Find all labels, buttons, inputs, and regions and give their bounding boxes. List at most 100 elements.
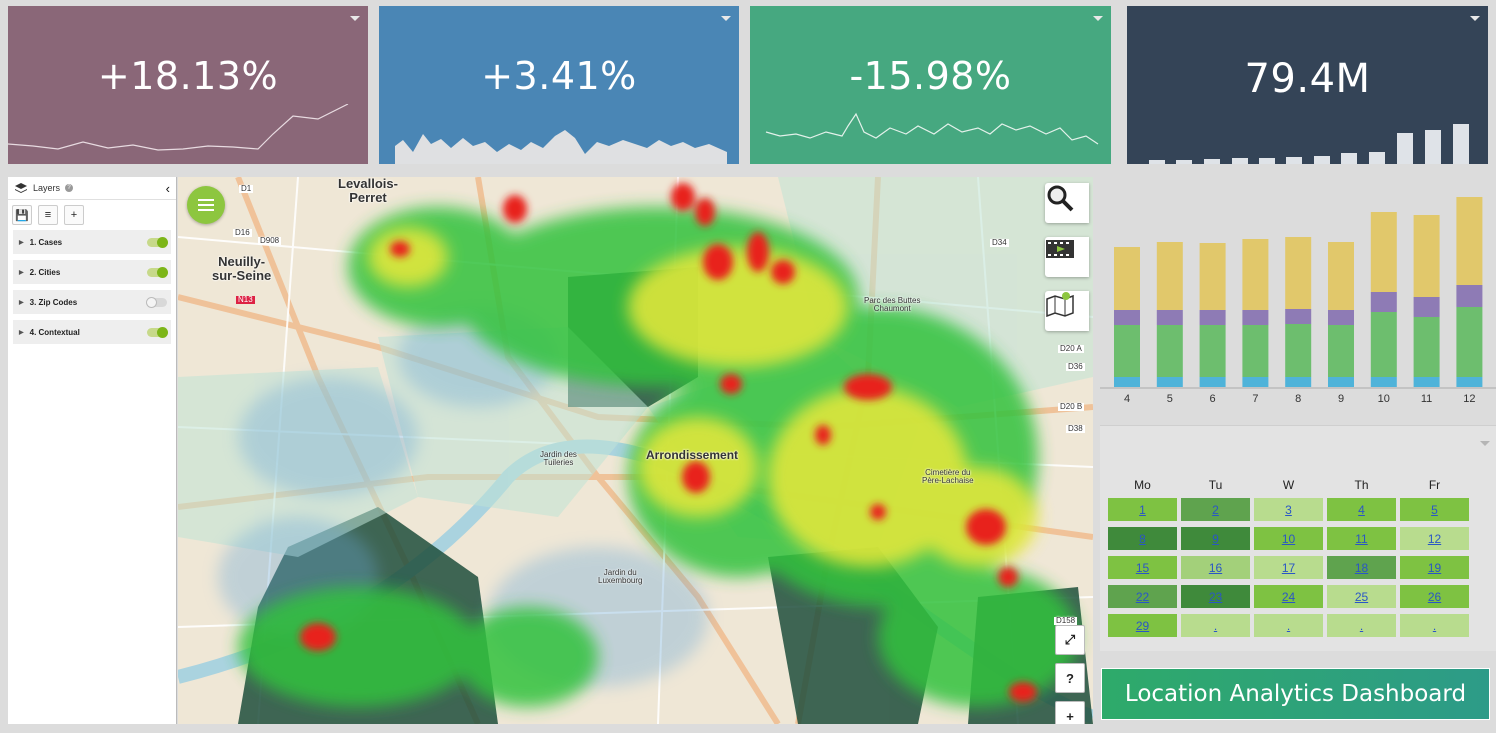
calendar-day-cell[interactable]: 3 xyxy=(1254,498,1323,521)
heatmap-map[interactable]: Levallois- Perret Neuilly- sur-Seine D1 … xyxy=(178,177,1093,724)
calendar-day-cell[interactable]: 25 xyxy=(1327,585,1396,608)
zoom-in-button[interactable]: + xyxy=(1055,701,1085,724)
bar-segment-4-3[interactable] xyxy=(1114,247,1140,310)
calendar-day-cell[interactable]: 2 xyxy=(1181,498,1250,521)
bar-segment-12-0[interactable] xyxy=(1456,377,1483,387)
road-label: D1 xyxy=(239,184,254,194)
bar-segment-4-1[interactable] xyxy=(1114,325,1140,377)
map-canvas[interactable] xyxy=(178,177,1093,724)
layer-item-cities[interactable]: ▶ 2. Cities xyxy=(13,260,171,284)
calendar-day-cell[interactable]: 16 xyxy=(1181,556,1250,579)
calendar-day-cell[interactable]: 11 xyxy=(1327,527,1396,550)
layer-toggle[interactable] xyxy=(147,236,168,248)
x-tick-label: 4 xyxy=(1124,393,1130,405)
bar-segment-12-1[interactable] xyxy=(1456,307,1483,377)
bar-segment-7-1[interactable] xyxy=(1242,325,1269,377)
expand-icon[interactable]: ▶ xyxy=(19,299,24,306)
calendar-day-cell[interactable]: 29 xyxy=(1108,614,1177,637)
bar-segment-12-2[interactable] xyxy=(1456,285,1483,307)
bar-segment-9-3[interactable] xyxy=(1328,242,1354,310)
bar-segment-11-2[interactable] xyxy=(1413,297,1440,317)
calendar-day-cell[interactable]: 26 xyxy=(1400,585,1469,608)
bar-segment-5-0[interactable] xyxy=(1156,377,1183,387)
bar-segment-6-2[interactable] xyxy=(1199,310,1226,325)
calendar-day-cell[interactable]: 19 xyxy=(1400,556,1469,579)
bar-segment-6-0[interactable] xyxy=(1199,377,1226,387)
calendar-day-cell[interactable]: 23 xyxy=(1181,585,1250,608)
layer-item-zip-codes[interactable]: ▶ 3. Zip Codes xyxy=(13,290,171,314)
map-info-icon[interactable] xyxy=(1045,291,1089,331)
calendar-day-cell[interactable]: 9 xyxy=(1181,527,1250,550)
expand-icon[interactable]: ▶ xyxy=(19,269,24,276)
bar-segment-5-3[interactable] xyxy=(1156,242,1183,310)
bar-segment-11-1[interactable] xyxy=(1413,317,1440,377)
calendar-day-cell[interactable]: 17 xyxy=(1254,556,1323,579)
video-icon[interactable] xyxy=(1045,237,1089,277)
bar-segment-12-3[interactable] xyxy=(1456,197,1483,285)
calendar-day-cell[interactable]: 10 xyxy=(1254,527,1323,550)
bar-segment-8-2[interactable] xyxy=(1285,309,1312,324)
bar-segment-5-1[interactable] xyxy=(1156,325,1183,377)
bar-segment-6-3[interactable] xyxy=(1199,243,1226,310)
heat-red xyxy=(300,183,1037,702)
calendar-day-cell[interactable]: 24 xyxy=(1254,585,1323,608)
bar-segment-10-3[interactable] xyxy=(1370,212,1397,292)
bar-segment-11-3[interactable] xyxy=(1413,215,1440,297)
map-label: Parc des Buttes Chaumont xyxy=(864,296,921,314)
bar-segment-4-0[interactable] xyxy=(1114,377,1140,387)
calendar-day-cell[interactable]: 8 xyxy=(1108,527,1177,550)
bar-segment-4-2[interactable] xyxy=(1114,310,1140,325)
bar-segment-11-0[interactable] xyxy=(1413,377,1440,387)
calendar-day-cell[interactable]: . xyxy=(1181,614,1250,637)
calendar-day-cell[interactable]: 22 xyxy=(1108,585,1177,608)
calendar-day-cell[interactable]: . xyxy=(1327,614,1396,637)
calendar-day-cell[interactable]: 15 xyxy=(1108,556,1177,579)
calendar-day-header: W xyxy=(1282,478,1295,492)
layer-toggle[interactable] xyxy=(147,266,168,278)
bar-segment-9-1[interactable] xyxy=(1328,325,1354,377)
collapse-icon[interactable]: ‹ xyxy=(165,180,170,196)
bar-segment-10-0[interactable] xyxy=(1370,377,1397,387)
add-layer-icon[interactable]: + xyxy=(64,205,84,225)
layer-item-cases[interactable]: ▶ 1. Cases xyxy=(13,230,171,254)
bar-segment-9-2[interactable] xyxy=(1328,310,1354,325)
calendar-day-header: Fr xyxy=(1428,478,1441,492)
dropdown-caret-icon[interactable] xyxy=(1470,16,1480,21)
fullscreen-button[interactable]: ⤢ xyxy=(1055,625,1085,655)
expand-icon[interactable]: ▶ xyxy=(19,329,24,336)
dropdown-caret-icon[interactable] xyxy=(350,16,360,21)
map-menu-button[interactable] xyxy=(187,186,225,224)
layer-toggle[interactable] xyxy=(147,326,168,338)
calendar-day-cell[interactable]: 12 xyxy=(1400,527,1469,550)
bar-segment-10-1[interactable] xyxy=(1370,312,1397,377)
bar-chart-svg: 4 5 6 7 8 9 10 11 12 xyxy=(1100,197,1496,405)
calendar-day-cell[interactable]: 4 xyxy=(1327,498,1396,521)
search-icon[interactable] xyxy=(1045,183,1089,223)
layer-stack-icon[interactable]: ≡ xyxy=(38,205,58,225)
dropdown-caret-icon[interactable] xyxy=(721,16,731,21)
help-button[interactable]: ? xyxy=(1055,663,1085,693)
bar-segment-7-2[interactable] xyxy=(1242,310,1269,325)
bar-segment-7-0[interactable] xyxy=(1242,377,1269,387)
bar-segment-10-2[interactable] xyxy=(1370,292,1397,312)
bar-segment-8-1[interactable] xyxy=(1285,324,1312,377)
bar-segment-7-3[interactable] xyxy=(1242,239,1269,310)
calendar-day-cell[interactable]: 18 xyxy=(1327,556,1396,579)
dropdown-caret-icon[interactable] xyxy=(1093,16,1103,21)
bar-segment-6-1[interactable] xyxy=(1199,325,1226,377)
bar-segment-5-2[interactable] xyxy=(1156,310,1183,325)
layer-item-contextual[interactable]: ▶ 4. Contextual xyxy=(13,320,171,344)
bar-segment-8-3[interactable] xyxy=(1285,237,1312,309)
x-tick-label: 9 xyxy=(1338,393,1344,405)
layer-toggle[interactable] xyxy=(146,296,167,308)
calendar-day-cell[interactable]: 5 xyxy=(1400,498,1469,521)
expand-icon[interactable]: ▶ xyxy=(19,239,24,246)
dropdown-caret-icon[interactable] xyxy=(1480,441,1490,446)
calendar-day-cell[interactable]: . xyxy=(1400,614,1469,637)
calendar-day-cell[interactable]: 1 xyxy=(1108,498,1177,521)
calendar-day-cell[interactable]: . xyxy=(1254,614,1323,637)
save-icon[interactable]: 💾 xyxy=(12,205,32,225)
bar-segment-9-0[interactable] xyxy=(1328,377,1354,387)
bar-segment-8-0[interactable] xyxy=(1285,377,1312,387)
help-icon[interactable]: ? xyxy=(65,184,74,192)
